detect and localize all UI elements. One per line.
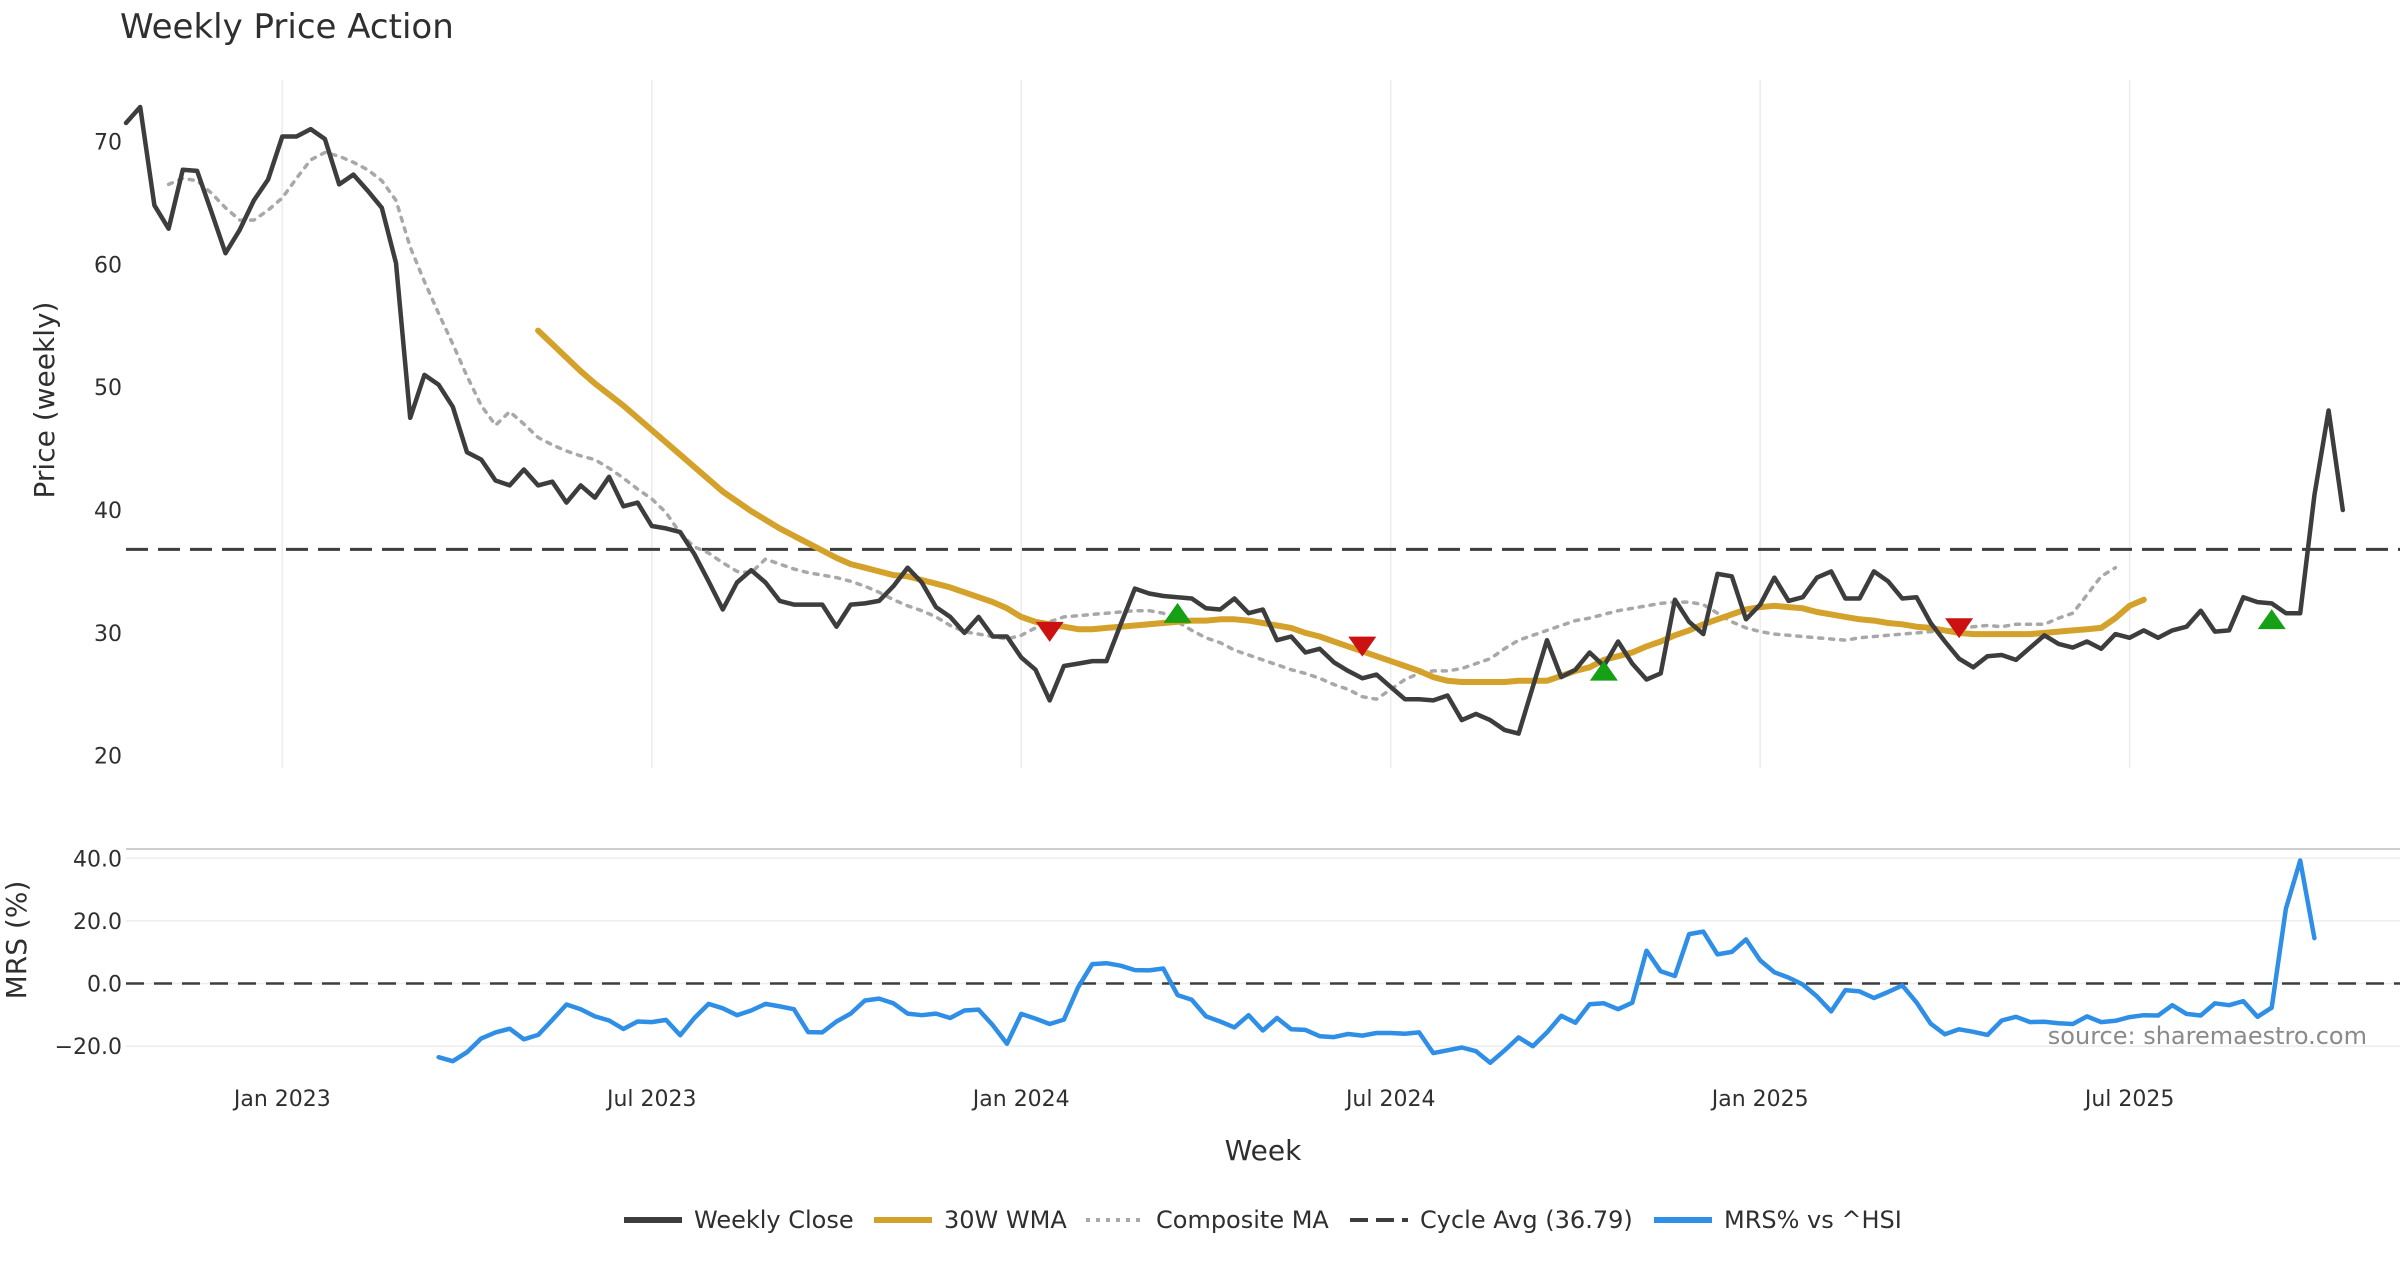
price-y-tick-label: 40 [94, 499, 122, 524]
sell-signal-marker [1945, 618, 1974, 639]
x-tick-label: Jan 2025 [1710, 1087, 1809, 1112]
price-y-tick-label: 50 [94, 376, 122, 401]
price-y-tick-label: 30 [94, 622, 122, 647]
x-axis-label: Week [1225, 1134, 1302, 1167]
legend-label: 30W WMA [944, 1206, 1067, 1234]
price-y-tick-label: 60 [94, 253, 122, 278]
mrs-y-tick-label: 20.0 [73, 910, 122, 935]
sell-signal-marker [1035, 621, 1064, 642]
buy-signal-marker [1589, 660, 1618, 681]
mrs-grid [126, 857, 2400, 1047]
legend-label: MRS% vs ^HSI [1724, 1206, 1902, 1234]
mrs-y-tick-label: 0.0 [87, 973, 122, 998]
price-y-tick-label: 70 [94, 130, 122, 155]
price-axis-label: Price (weekly) [28, 302, 61, 499]
x-tick-label: Jul 2024 [1344, 1087, 1436, 1112]
series-layer [123, 104, 2346, 1066]
legend-label: Weekly Close [694, 1206, 854, 1234]
x-tick-label: Jul 2023 [605, 1087, 697, 1112]
buy-signal-marker [2257, 609, 2286, 630]
mrs-axis-label: MRS (%) [0, 881, 33, 1000]
source-watermark: source: sharemaestro.com [2048, 1022, 2367, 1050]
sell-signal-marker [1348, 636, 1377, 657]
mrs-line [436, 858, 2317, 1066]
legend: Weekly Close 30W WMA Composite MA Cycle Avg… [624, 1206, 1902, 1234]
mrs-y-tick-label: 40.0 [73, 847, 122, 872]
price-y-tick-label: 20 [94, 745, 122, 770]
buy-signal-marker [1163, 602, 1192, 623]
legend-label: Cycle Avg (36.79) [1420, 1206, 1633, 1234]
mrs-y-tick-label: −20.0 [55, 1035, 122, 1060]
signal-layer [1035, 602, 2286, 681]
price-y-ticks: 20 30 40 50 60 70 [94, 130, 122, 769]
x-tick-label: Jan 2023 [232, 1087, 331, 1112]
mrs-y-ticks: −20.0 0.0 20.0 40.0 [55, 847, 122, 1060]
composite-ma-line [166, 150, 2118, 701]
legend-label: Composite MA [1156, 1206, 1329, 1234]
wma-30w-line [535, 327, 2147, 685]
price-grid [281, 80, 2131, 768]
chart-title: Weekly Price Action [120, 7, 454, 47]
x-tick-label: Jan 2024 [971, 1087, 1070, 1112]
x-ticks: Jan 2023 Jul 2023 Jan 2024 Jul 2024 Jan 2025… [232, 1087, 2175, 1112]
x-tick-label: Jul 2025 [2083, 1087, 2175, 1112]
weekly-close-line [123, 104, 2346, 736]
